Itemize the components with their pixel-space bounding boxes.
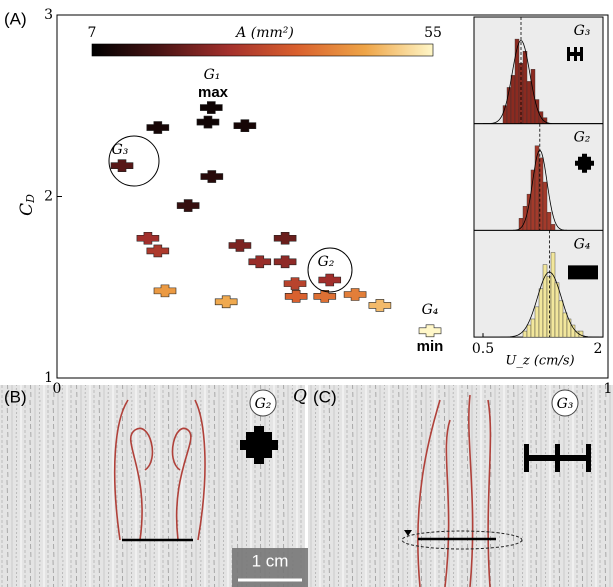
histogram-bar — [523, 331, 527, 337]
x-tick-label: 0 — [53, 381, 62, 397]
inset-label: G₄ — [574, 236, 591, 252]
shape-point — [154, 285, 176, 297]
annotation: G₂ — [318, 254, 335, 270]
shape-point — [344, 289, 366, 301]
shape-point — [274, 256, 296, 268]
annotation: G₁ — [204, 67, 221, 83]
histogram-bar — [551, 224, 555, 230]
colorbar-tick-label: 55 — [424, 25, 442, 41]
shape-point — [249, 256, 271, 268]
histogram-bar — [527, 325, 531, 337]
histogram-bar — [567, 319, 571, 337]
shape-label: G₂ — [255, 396, 272, 412]
histogram-bar — [531, 319, 535, 337]
y-axis-label-sub: D — [24, 194, 37, 204]
shape-point — [419, 325, 441, 337]
histogram-bar — [535, 307, 539, 337]
shape-point — [229, 240, 251, 252]
histogram-bar — [551, 252, 555, 337]
x-axis-label: Q — [293, 387, 307, 407]
colorbar-label: A (mm²) — [234, 25, 294, 41]
histogram-bar — [523, 206, 527, 230]
x-tick-label: 1 — [604, 381, 613, 397]
histogram-bar — [543, 265, 547, 338]
x-tick-label: 0.5 — [472, 341, 494, 357]
panel-label: (A) — [4, 9, 27, 28]
histogram-bar — [527, 81, 531, 123]
colorbar — [92, 44, 433, 56]
histogram-bar — [515, 39, 519, 124]
panel-b: G₂ 1 cm (B) — [0, 385, 308, 587]
inset-label: G₃ — [574, 23, 591, 39]
shape-label: G₃ — [557, 396, 574, 412]
histogram-bar — [547, 212, 551, 230]
y-tick-label: 2 — [44, 189, 53, 205]
histogram-bar — [559, 301, 563, 337]
colorbar-tick-label: 7 — [88, 25, 97, 41]
shape-icon — [567, 47, 583, 61]
inset-label: G₂ — [574, 130, 591, 146]
histogram-bar — [507, 87, 511, 123]
y-tick-label: 3 — [44, 7, 53, 23]
histogram-bar — [571, 325, 575, 337]
annotation: G₄ — [422, 302, 439, 318]
shape-point — [200, 102, 222, 114]
shape-point — [147, 122, 169, 134]
panel-c: G₃ (C) — [308, 385, 613, 587]
y-axis-label-main: C — [17, 203, 37, 216]
histogram-bar — [511, 75, 515, 123]
histogram-bar — [555, 283, 559, 337]
shape-point — [137, 232, 159, 244]
y-tick-label: 1 — [44, 370, 53, 386]
panel-label: (C) — [313, 387, 337, 406]
shape-point — [274, 232, 296, 244]
shape-point — [197, 116, 219, 128]
shape-point — [201, 171, 223, 183]
histogram-bar — [543, 182, 547, 230]
shape-point — [285, 290, 307, 302]
shape-point — [111, 160, 133, 172]
histogram-bar — [523, 51, 527, 124]
shape-point — [284, 278, 306, 290]
x-tick-label: 2 — [594, 341, 603, 357]
annotation-note: min — [417, 338, 444, 355]
figure: (A) G₂ 1 cm (B) G₃ (C) 01123QCD755A (mm²… — [0, 0, 613, 587]
panel-label: (B) — [4, 387, 27, 406]
histogram-bar — [539, 289, 543, 337]
x-axis-label: U_z (cm/s) — [505, 354, 574, 369]
shape-point — [369, 299, 391, 311]
histogram-bar — [535, 146, 539, 231]
histogram-bar — [563, 313, 567, 337]
y-axis-label: CD — [17, 194, 38, 216]
shape-icon — [568, 265, 598, 279]
annotation: G₃ — [112, 142, 129, 158]
shape-point — [147, 245, 169, 257]
scale-label: 1 cm — [252, 551, 289, 570]
shape-point — [177, 200, 199, 212]
shape-point — [319, 274, 341, 286]
shape-point — [234, 120, 256, 132]
shape-point — [215, 296, 237, 308]
annotation-note: max — [198, 84, 229, 101]
